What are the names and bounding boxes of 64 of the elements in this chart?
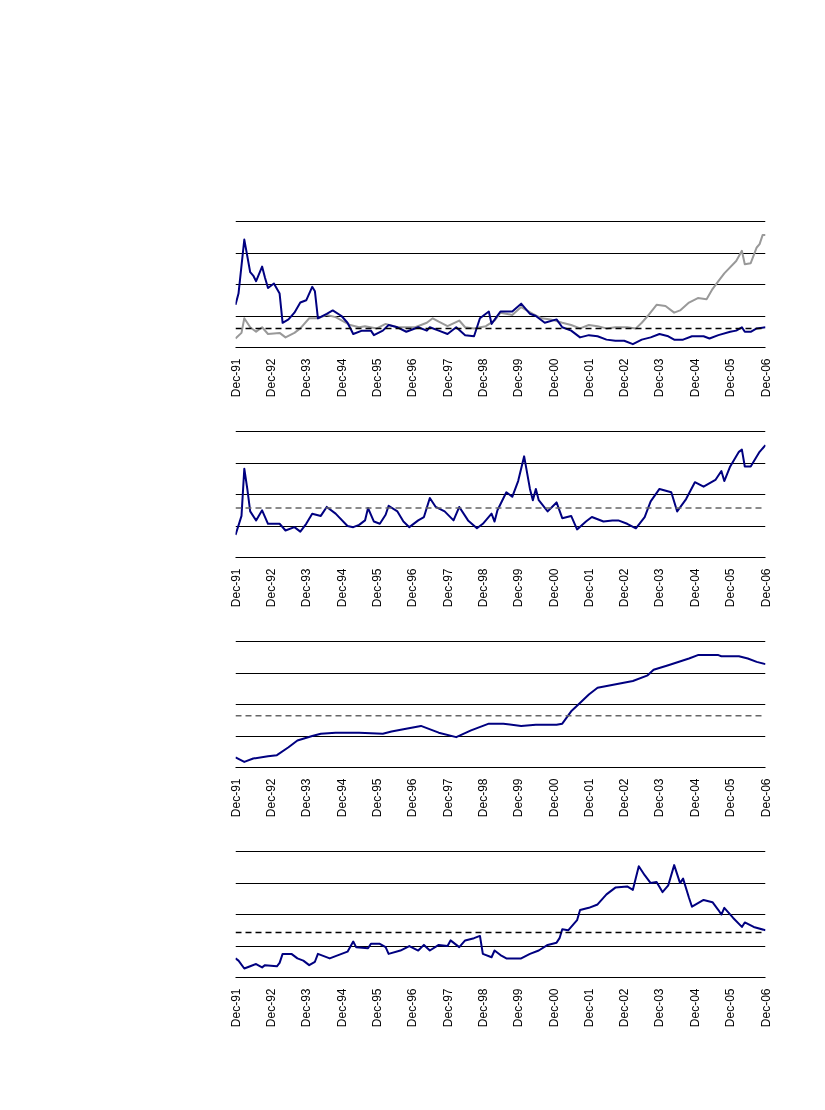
x-tick-label: Dec-96	[405, 358, 420, 398]
x-tick-label: Dec-05	[723, 778, 738, 818]
x-tick-label: Dec-91	[228, 778, 243, 818]
x-tick-label: Dec-01	[581, 778, 596, 818]
x-tick-label: Dec-00	[546, 358, 561, 398]
x-tick-label: Dec-99	[511, 778, 526, 818]
x-tick-label: Dec-94	[334, 358, 349, 398]
x-tick-label: Dec-99	[511, 358, 526, 398]
x-tick-label: Dec-96	[405, 568, 420, 608]
x-tick-label: Dec-95	[369, 358, 384, 398]
x-tick-label: Dec-95	[369, 778, 384, 818]
x-tick-label: Dec-93	[299, 778, 314, 818]
x-tick-label: Dec-93	[299, 568, 314, 608]
x-tick-label: Dec-97	[440, 568, 455, 608]
x-tick-label: Dec-99	[511, 988, 526, 1028]
x-tick-label: Dec-97	[440, 988, 455, 1028]
x-tick-label: Dec-98	[475, 778, 490, 818]
x-tick-label: Dec-03	[652, 988, 667, 1028]
x-tick-label: Dec-03	[652, 778, 667, 818]
x-tick-label: Dec-01	[581, 988, 596, 1028]
x-tick-label: Dec-04	[687, 568, 702, 608]
x-tick-label: Dec-92	[263, 568, 278, 608]
x-tick-label: Dec-91	[228, 568, 243, 608]
x-tick-label: Dec-06	[758, 358, 773, 398]
x-tick-label: Dec-05	[723, 358, 738, 398]
x-tick-label: Dec-92	[263, 358, 278, 398]
x-tick-label: Dec-97	[440, 778, 455, 818]
x-tick-label: Dec-05	[723, 988, 738, 1028]
x-tick-label: Dec-00	[546, 988, 561, 1028]
x-tick-label: Dec-03	[652, 568, 667, 608]
x-tick-label: Dec-96	[405, 988, 420, 1028]
x-tick-label: Dec-03	[652, 358, 667, 398]
x-tick-label: Dec-00	[546, 778, 561, 818]
x-tick-label: Dec-95	[369, 988, 384, 1028]
x-tick-label: Dec-93	[299, 988, 314, 1028]
x-tick-label: Dec-93	[299, 358, 314, 398]
x-tick-label: Dec-02	[617, 778, 632, 818]
x-tick-label: Dec-01	[581, 568, 596, 608]
x-tick-label: Dec-91	[228, 988, 243, 1028]
x-tick-label: Dec-94	[334, 568, 349, 608]
x-tick-label: Dec-06	[758, 568, 773, 608]
x-tick-label: Dec-02	[617, 568, 632, 608]
x-tick-label: Dec-94	[334, 778, 349, 818]
x-tick-label: Dec-02	[617, 988, 632, 1028]
x-tick-label: Dec-91	[228, 358, 243, 398]
x-tick-label: Dec-01	[581, 358, 596, 398]
x-tick-label: Dec-05	[723, 568, 738, 608]
x-tick-label: Dec-97	[440, 358, 455, 398]
x-tick-label: Dec-04	[687, 358, 702, 398]
x-tick-label: Dec-96	[405, 778, 420, 818]
x-tick-label: Dec-04	[687, 988, 702, 1028]
x-tick-label: Dec-00	[546, 568, 561, 608]
x-tick-label: Dec-06	[758, 778, 773, 818]
x-tick-label: Dec-04	[687, 778, 702, 818]
x-tick-label: Dec-02	[617, 358, 632, 398]
x-tick-label: Dec-95	[369, 568, 384, 608]
x-tick-label: Dec-06	[758, 988, 773, 1028]
x-tick-label: Dec-98	[475, 568, 490, 608]
x-tick-label: Dec-98	[475, 988, 490, 1028]
x-tick-label: Dec-99	[511, 568, 526, 608]
x-tick-label: Dec-94	[334, 988, 349, 1028]
x-tick-label: Dec-92	[263, 988, 278, 1028]
x-tick-label: Dec-92	[263, 778, 278, 818]
x-tick-label: Dec-98	[475, 358, 490, 398]
